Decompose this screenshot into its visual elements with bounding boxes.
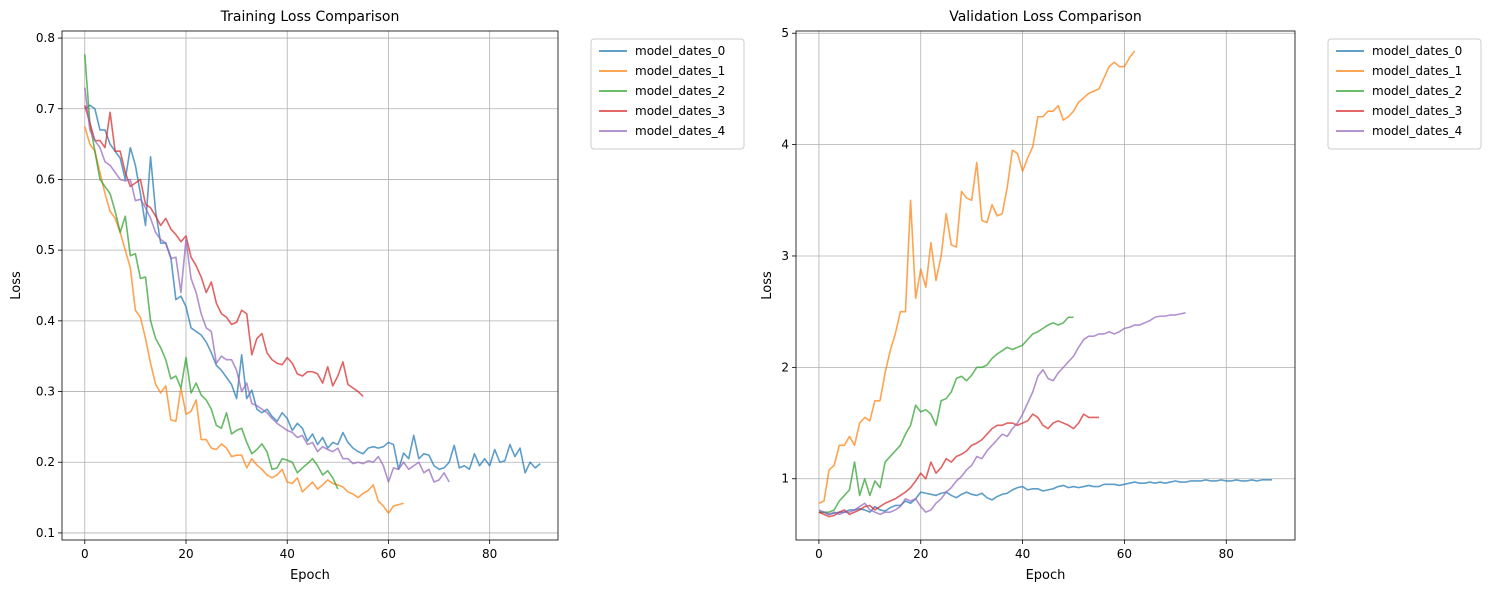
x-tick-label: 80 <box>482 547 497 561</box>
y-axis-label: Loss <box>760 271 775 300</box>
y-tick-label: 2 <box>781 360 789 374</box>
series-line-model_dates_2 <box>818 316 1074 513</box>
legend-label: model_dates_2 <box>1372 84 1462 98</box>
plot-frame <box>61 30 559 541</box>
legend-box <box>1327 38 1482 150</box>
y-tick-label: 0.4 <box>36 314 55 328</box>
series-line-model_dates_3 <box>818 413 1099 518</box>
y-tick-label: 0.6 <box>36 172 55 186</box>
y-tick-label: 1 <box>781 472 789 486</box>
y-tick-label: 0.2 <box>36 455 55 469</box>
y-tick-label: 0.3 <box>36 385 55 399</box>
y-tick-label: 3 <box>781 249 789 263</box>
x-tick-label: 80 <box>1219 547 1234 561</box>
x-tick-label: 60 <box>1117 547 1132 561</box>
x-tick-label: 60 <box>381 547 396 561</box>
chart-title: Training Loss Comparison <box>220 9 400 25</box>
x-tick-label: 40 <box>1015 547 1030 561</box>
legend-label: model_dates_0 <box>1372 44 1462 58</box>
chart-panel-0: 0 20 40 60 80 0.1 0.2 0.3 0.4 0.5 0.6 0.7 0.8 Trainin… <box>9 9 745 583</box>
legend-label: model_dates_1 <box>1372 64 1462 78</box>
legend-label: model_dates_4 <box>635 124 725 138</box>
x-tick-label: 40 <box>280 547 295 561</box>
grid <box>62 31 558 540</box>
y-tick-label: 0.5 <box>36 243 55 257</box>
legend: model_dates_0 model_dates_1 model_dates_2m… <box>590 38 745 150</box>
legend-label: model_dates_3 <box>1372 104 1462 118</box>
series-line-model_dates_1 <box>818 50 1136 504</box>
legend-box <box>590 38 745 150</box>
legend-label: model_dates_2 <box>635 84 725 98</box>
x-tick-label: 0 <box>81 547 89 561</box>
chart-panel-1: 0 20 40 60 80 1 2 3 4 5 Validation Loss Comparison… <box>760 9 1482 583</box>
y-tick-label: 0.8 <box>36 31 55 45</box>
legend-label: model_dates_0 <box>635 44 725 58</box>
chart-title: Validation Loss Comparison <box>949 9 1142 25</box>
y-tick-label: 0.1 <box>36 526 55 540</box>
legend-label: model_dates_4 <box>1372 124 1462 138</box>
grid <box>796 31 1295 540</box>
x-axis-label: Epoch <box>290 568 330 583</box>
x-tick-label: 20 <box>178 547 193 561</box>
series-line-model_dates_4 <box>818 312 1186 516</box>
series-line-model_dates_2 <box>83 54 339 490</box>
legend-label: model_dates_3 <box>635 104 725 118</box>
y-tick-label: 4 <box>781 138 789 152</box>
series-line-model_dates_0 <box>818 479 1273 516</box>
series-line-model_dates_3 <box>84 105 364 398</box>
plot-frame <box>795 30 1296 541</box>
x-tick-label: 0 <box>815 547 823 561</box>
series-line-model_dates_1 <box>84 126 404 514</box>
x-tick-label: 20 <box>913 547 928 561</box>
y-axis-label: Loss <box>9 271 24 300</box>
y-tick-label: 5 <box>781 26 789 40</box>
y-tick-label: 0.7 <box>36 102 55 116</box>
legend-label: model_dates_1 <box>635 64 725 78</box>
series-line-model_dates_0 <box>84 104 541 474</box>
x-axis-label: Epoch <box>1026 568 1066 583</box>
series-line-model_dates_4 <box>83 87 450 483</box>
legend: model_dates_0 model_dates_1 model_dates_2m… <box>1327 38 1482 150</box>
